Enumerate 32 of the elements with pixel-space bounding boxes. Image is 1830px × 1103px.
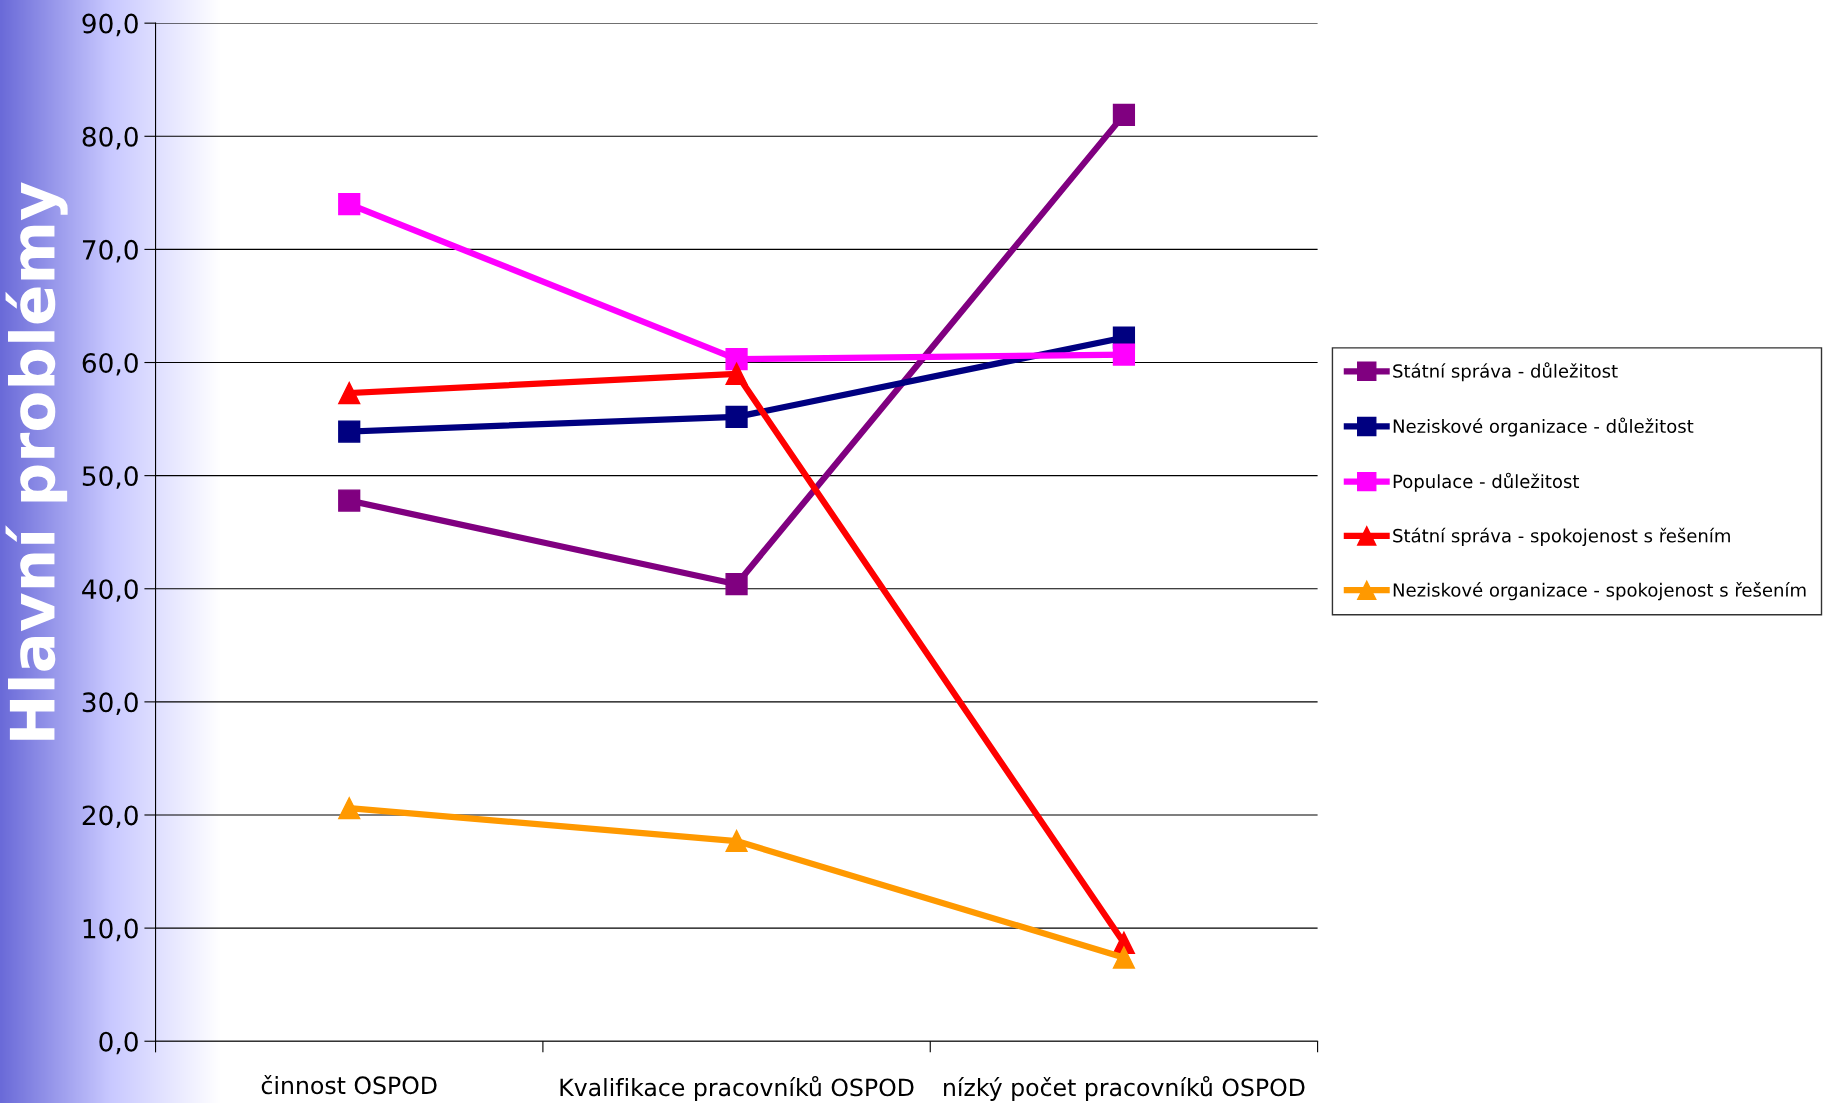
point [1112,343,1136,366]
point [725,573,748,596]
y-tick-label: 0,0 [99,1031,138,1055]
point [338,489,361,512]
x-tick-label: Kvalifikace pracovníků OSPOD [560,1075,914,1101]
y-tick-label: 20,0 [82,805,138,829]
point [725,405,748,428]
x-tick-label: činnost OSPOD [261,1075,437,1095]
point [338,420,361,443]
text: Hlavní problémy [5,182,68,740]
legend-label: Státní správa - důležitost [1393,362,1618,382]
legend-label: Neziskové organizace - důležitost [1393,417,1694,437]
point [338,193,361,216]
legend-label: Populace - důležitost [1393,472,1580,492]
point [725,362,748,385]
point [1112,103,1136,126]
point [725,348,748,371]
point [725,829,748,853]
y-tick-label: 30,0 [82,692,138,715]
y-tick-label: 80,0 [82,126,138,150]
y-tick-label: 50,0 [82,466,138,489]
y-tick-label: 60,0 [82,352,138,376]
y-tick-label: 70,0 [82,239,138,263]
y-tick-label: 90,0 [82,13,138,37]
x-tick-label: nízký počet pracovníků OSPOD [944,1075,1305,1101]
point [338,381,361,405]
point [338,797,361,820]
y-tick-label: 10,0 [83,918,138,942]
legend-label: Státní správa - spokojenost s řešením [1393,527,1730,546]
y-tick-label: 40,0 [82,579,138,602]
point [1112,946,1136,969]
legend-label: Neziskové organizace - spokojenost s řešením [1393,582,1806,601]
